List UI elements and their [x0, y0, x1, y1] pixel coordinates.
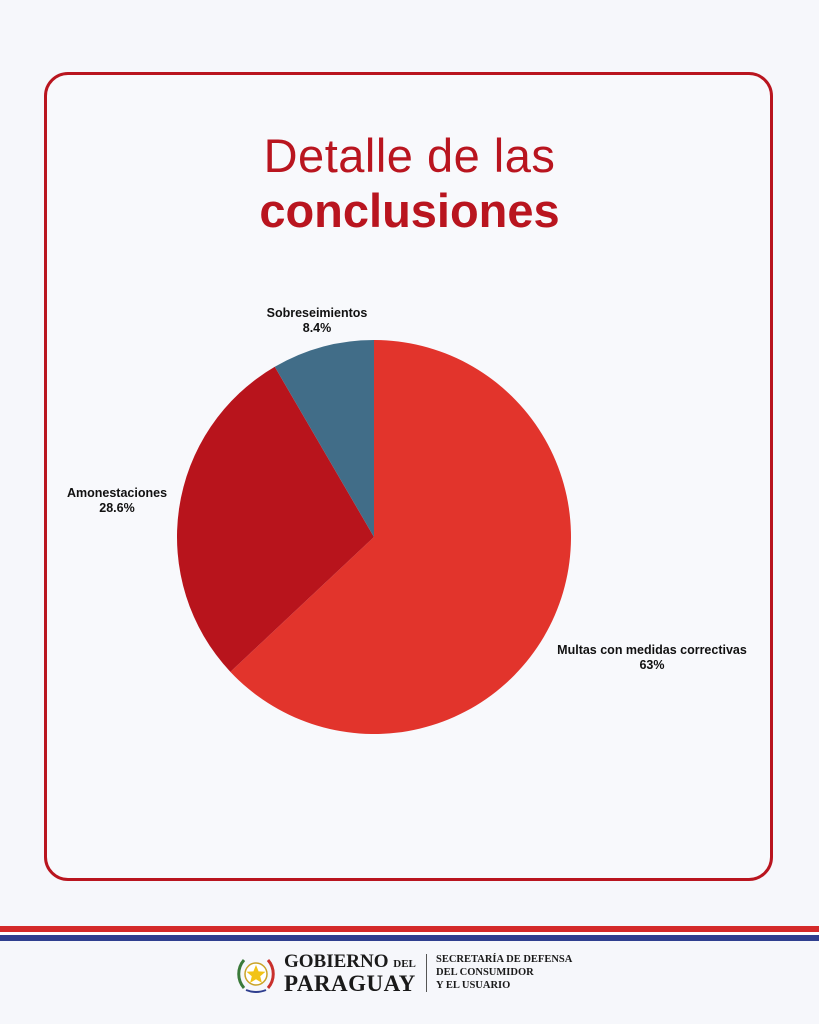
gobierno-del-paraguay-logo: GOBIERNO DEL PARAGUAY — [284, 952, 416, 995]
pie-slice-multas-con-medidas-correctivas — [230, 340, 571, 734]
secretaria-name: SECRETARÍA DE DEFENSA DEL CONSUMIDOR Y E… — [436, 953, 572, 992]
flag-stripe-white — [0, 932, 819, 935]
pie-slice-sobreseimientos — [274, 340, 374, 537]
footer: GOBIERNO DEL PARAGUAY SECRETARÍA DE DEFE… — [0, 944, 819, 1014]
pie-slice-amonestaciones — [176, 366, 374, 672]
slice-label-multas-con-medidas-correctivas: Multas con medidas correctivas 63% — [557, 643, 747, 672]
chart-title: Detalle de las conclusiones — [0, 132, 819, 234]
secretaria-line-2: DEL CONSUMIDOR — [436, 967, 534, 978]
title-line-1: Detalle de las — [263, 129, 556, 182]
gov-line-2: PARAGUAY — [284, 971, 416, 996]
gov-del: DEL — [393, 958, 416, 970]
footer-divider — [426, 954, 427, 992]
slice-label-sobreseimientos: Sobreseimientos 8.4% — [267, 306, 368, 335]
slice-label-amonestaciones: Amonestaciones 28.6% — [67, 486, 167, 515]
flag-stripe-blue — [0, 935, 819, 941]
title-line-2: conclusiones — [259, 184, 560, 237]
gov-line-1: GOBIERNO — [284, 951, 389, 972]
secretaria-line-1: SECRETARÍA DE DEFENSA — [436, 954, 573, 965]
secretaria-line-3: Y EL USUARIO — [436, 980, 511, 991]
paraguay-emblem-icon — [237, 959, 275, 993]
flag-stripe-red — [0, 926, 819, 932]
